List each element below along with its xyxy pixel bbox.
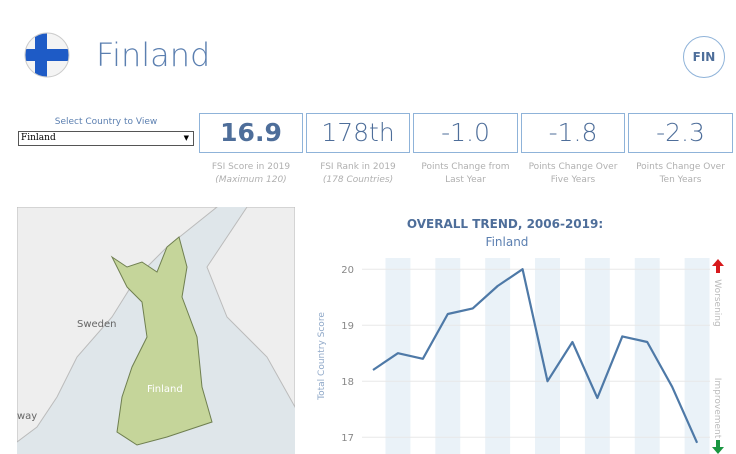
kpi-note: (Maximum 120) [215, 175, 287, 185]
flag-icon [24, 32, 70, 78]
dropdown-arrow: ▼ [183, 134, 189, 142]
map: Sweden Finland way [17, 207, 295, 454]
kpi-caption-text: Points Change Over Ten Years [636, 162, 725, 185]
column-band [684, 258, 710, 454]
kpi-value: 178th [306, 113, 410, 153]
column-band [584, 258, 610, 454]
improvement-label: Improvement [712, 378, 722, 439]
kpi-caption: FSI Score in 2019 (Maximum 120) [199, 161, 303, 187]
kpi-caption: Points Change Over Ten Years [628, 161, 733, 187]
kpi-caption: Points Change Over Five Years [521, 161, 625, 187]
y-tick-label: 17 [341, 433, 354, 444]
kpi-caption-text: Points Change Over Five Years [528, 162, 618, 185]
kpi-value: 16.9 [199, 113, 303, 153]
kpi-caption-text: FSI Rank in 2019 [320, 162, 396, 172]
y-axis-label: Total Country Score [317, 312, 327, 401]
column-band [535, 258, 560, 454]
country-title: Finland [96, 36, 211, 74]
kpi-value: -1.0 [413, 113, 518, 153]
selected-country: Finland [21, 133, 56, 143]
y-tick-label: 19 [341, 321, 354, 332]
map-label: Finland [147, 384, 183, 395]
down-arrow [712, 440, 724, 454]
column-band [485, 258, 511, 454]
selector-label: Select Country to View [54, 117, 158, 127]
kpi-caption-text: FSI Score in 2019 [211, 162, 291, 172]
y-tick-label: 18 [341, 377, 354, 388]
map-label: Sweden [77, 319, 117, 330]
worsening-label: Worsening [712, 279, 722, 326]
kpi-value: -2.3 [628, 113, 733, 153]
trend-line [372, 268, 699, 444]
kpi-note: (178 Countries) [322, 175, 394, 185]
map-label: way [17, 411, 37, 422]
up-arrow [712, 259, 724, 273]
kpi-value: -1.8 [521, 113, 625, 153]
kpi-caption: Points Change from Last Year [413, 161, 518, 187]
y-tick-label: 20 [341, 265, 354, 276]
chart-subtitle: Finland [486, 235, 529, 249]
chart-title: OVERALL TREND, 2006-2019: [407, 217, 603, 231]
country-select[interactable]: Finland ▼ [18, 131, 194, 146]
kpi-caption-text: Points Change from Last Year [421, 162, 510, 185]
kpi-caption: FSI Rank in 2019 (178 Countries) [306, 161, 410, 187]
country-code: FIN [683, 36, 725, 78]
column-band [435, 258, 461, 454]
